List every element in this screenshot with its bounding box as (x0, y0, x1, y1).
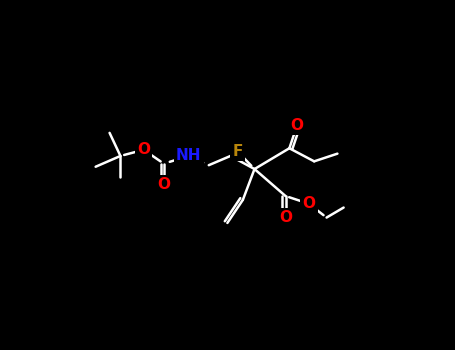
Text: NH: NH (176, 148, 202, 163)
Text: F: F (232, 144, 243, 159)
Text: O: O (279, 210, 292, 225)
Text: O: O (291, 118, 303, 133)
Text: O: O (157, 177, 170, 192)
Text: O: O (137, 142, 150, 157)
Text: O: O (302, 196, 315, 211)
